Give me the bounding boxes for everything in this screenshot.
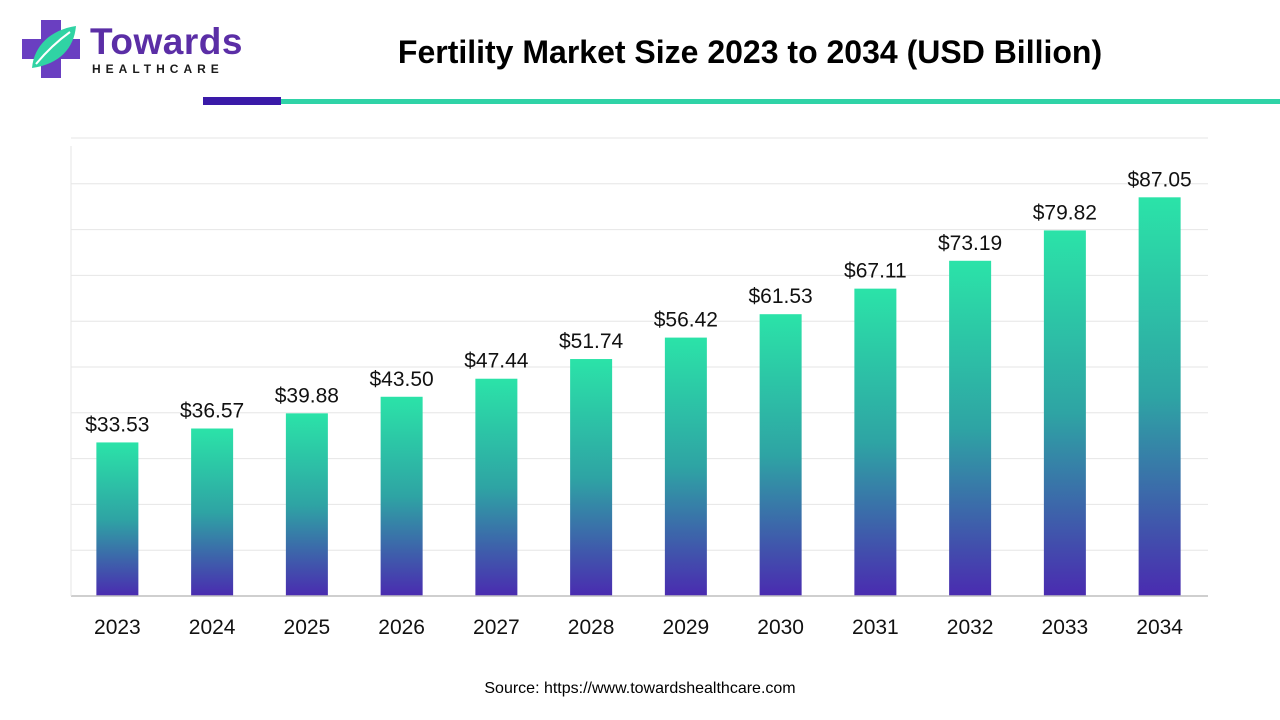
bar-2033 <box>1043 230 1086 596</box>
value-label: $39.88 <box>275 384 339 407</box>
bar-2029 <box>664 337 707 596</box>
value-label: $43.50 <box>370 368 434 391</box>
value-label: $51.74 <box>559 330 624 353</box>
bar-chart: $33.53 $36.57 $39.88 $43.50 $47.44 $51.74 $56.… <box>70 137 1208 639</box>
value-label: $73.19 <box>938 232 1002 255</box>
x-tick-label: 2025 <box>284 616 331 639</box>
x-tick-label: 2023 <box>94 616 141 639</box>
logo-subtitle: HEALTHCARE <box>92 62 224 76</box>
value-label: $56.42 <box>654 309 718 332</box>
x-tick-label: 2027 <box>473 616 520 639</box>
header-rule <box>281 99 1280 104</box>
medical-cross-leaf-icon <box>22 20 80 78</box>
logo-wordmark: Towards <box>90 21 243 62</box>
bar-2028 <box>570 359 613 596</box>
bar-2030 <box>759 314 802 596</box>
bar-2025 <box>285 413 328 596</box>
bar-2024 <box>191 428 234 596</box>
source-note: Source: https://www.towardshealthcare.co… <box>484 680 796 697</box>
x-tick-label: 2029 <box>663 616 710 639</box>
value-label: $87.05 <box>1128 168 1192 191</box>
header-rule-accent <box>203 97 281 105</box>
value-label: $61.53 <box>749 285 813 308</box>
value-label: $36.57 <box>180 400 244 423</box>
bar-2027 <box>475 378 518 596</box>
x-tick-label: 2034 <box>1136 616 1183 639</box>
x-tick-label: 2031 <box>852 616 899 639</box>
bar-2032 <box>949 260 992 596</box>
value-label: $79.82 <box>1033 201 1097 224</box>
value-label: $47.44 <box>464 350 529 373</box>
x-tick-label: 2032 <box>947 616 994 639</box>
value-labels: $33.53 $36.57 $39.88 $43.50 $47.44 $51.74 $56.… <box>85 168 1191 436</box>
chart-title: Fertility Market Size 2023 to 2034 (USD … <box>397 34 1103 70</box>
value-label: $33.53 <box>85 413 149 436</box>
x-tick-label: 2030 <box>757 616 804 639</box>
brand-logo: Towards HEALTHCARE <box>20 18 242 80</box>
bar-2031 <box>854 288 897 596</box>
x-tick-label: 2024 <box>189 616 236 639</box>
x-axis: 2023 2024 2025 2026 2027 2028 2029 2030 2031 2032… <box>70 146 1208 639</box>
x-tick-label: 2033 <box>1042 616 1089 639</box>
bar-2026 <box>380 396 423 596</box>
bars <box>96 197 1181 596</box>
bar-2034 <box>1138 197 1181 596</box>
x-tick-label: 2026 <box>378 616 425 639</box>
bar-2023 <box>96 442 139 596</box>
x-tick-label: 2028 <box>568 616 615 639</box>
value-label: $67.11 <box>844 260 907 283</box>
